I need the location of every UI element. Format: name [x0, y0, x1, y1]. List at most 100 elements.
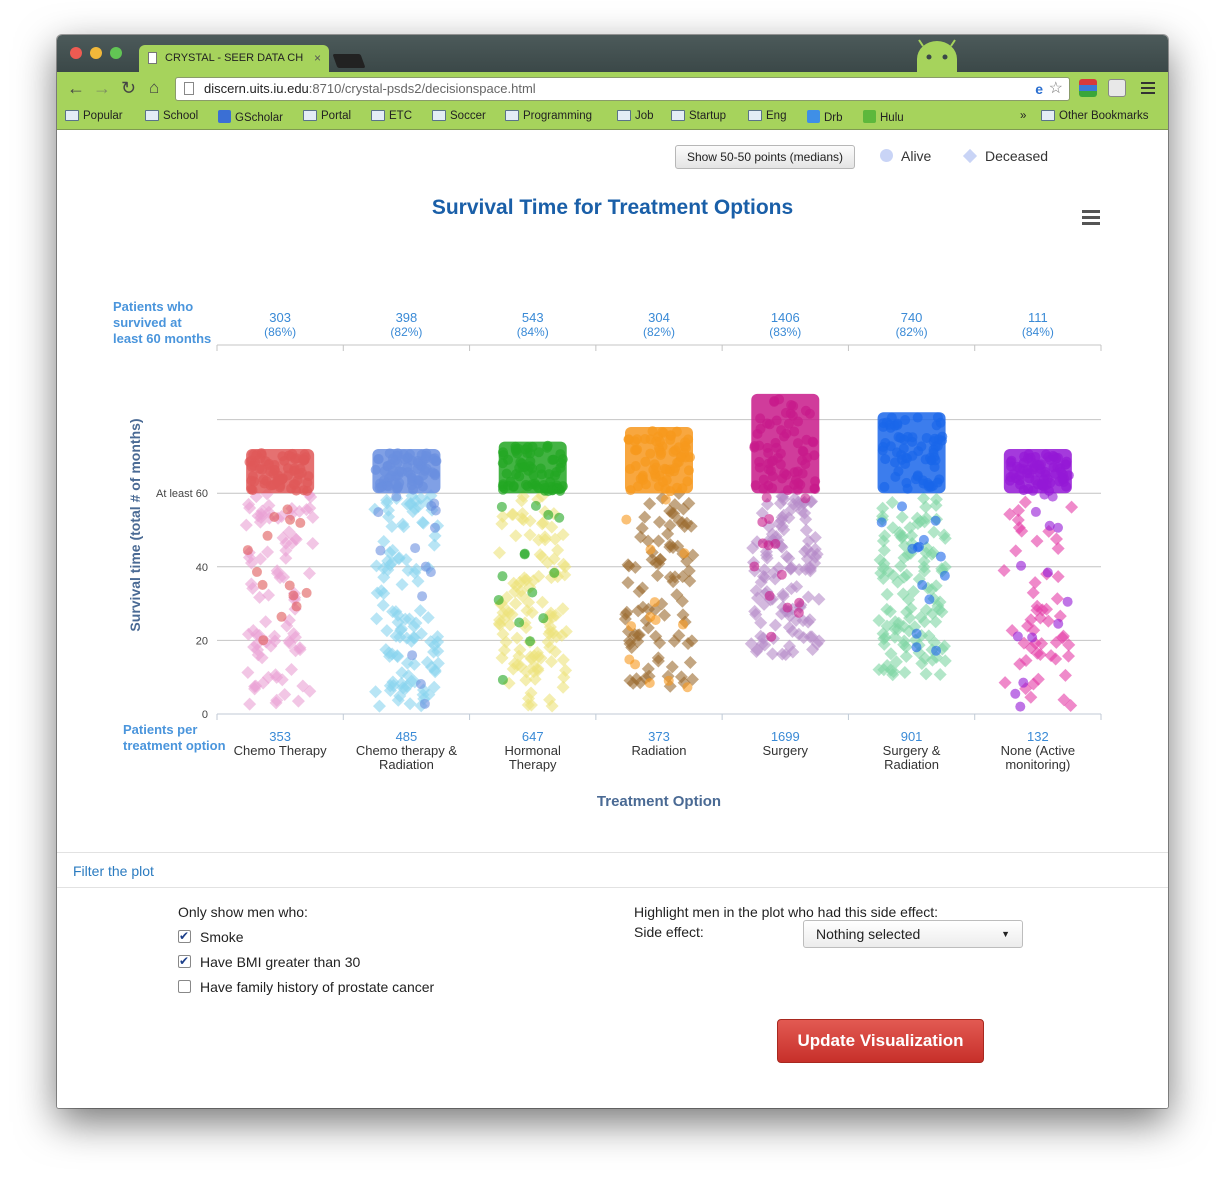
- filter-smoke[interactable]: Smoke: [178, 926, 434, 952]
- deceased-point: [1003, 507, 1017, 521]
- minimize-window-button[interactable]: [90, 47, 102, 59]
- show-medians-button[interactable]: Show 50-50 points (medians): [675, 145, 855, 169]
- browser-tab[interactable]: CRYSTAL - SEER DATA CH ×: [139, 45, 329, 72]
- tab-close-icon[interactable]: ×: [313, 51, 321, 65]
- bookmarks-overflow-icon[interactable]: »: [1020, 110, 1027, 122]
- deceased-point: [544, 606, 558, 620]
- alive-point: [765, 465, 776, 476]
- alive-point: [1061, 456, 1072, 467]
- bookmark-soccer[interactable]: Soccer: [432, 110, 486, 122]
- reload-icon[interactable]: ↻: [121, 78, 137, 98]
- survived-count: 398: [396, 310, 418, 325]
- category-label: Chemo therapy & Radiation: [356, 743, 457, 772]
- deceased-point: [798, 506, 812, 520]
- new-tab-button[interactable]: [332, 54, 366, 68]
- bookmark-portal[interactable]: Portal: [303, 110, 351, 122]
- zoom-window-button[interactable]: [110, 47, 122, 59]
- bookmark-school[interactable]: School: [145, 110, 198, 122]
- home-icon[interactable]: ⌂: [149, 78, 160, 97]
- deceased-point: [891, 575, 905, 589]
- alive-point: [935, 551, 946, 562]
- bookmark-startup[interactable]: Startup: [671, 110, 726, 122]
- filter-family-history[interactable]: Have family history of prostate cancer: [178, 977, 434, 1002]
- alive-point: [912, 471, 923, 482]
- family-history-checkbox[interactable]: [178, 980, 191, 993]
- url-host: discern.uits.iu.edu: [204, 81, 309, 96]
- deceased-point: [801, 590, 815, 604]
- smoke-checkbox[interactable]: [178, 926, 191, 946]
- deceased-point: [1009, 544, 1023, 558]
- deceased-point: [931, 599, 945, 613]
- update-visualization-button[interactable]: Update Visualization: [777, 1019, 984, 1063]
- alive-point: [810, 483, 821, 494]
- deceased-point: [505, 508, 519, 522]
- bookmark-star-icon[interactable]: ☆: [1048, 80, 1063, 97]
- deceased-point: [919, 603, 933, 617]
- deceased-point: [643, 497, 657, 511]
- alive-point: [929, 461, 940, 472]
- deceased-point: [899, 649, 913, 663]
- deceased-point: [897, 551, 911, 565]
- extension-mail-icon[interactable]: [1108, 79, 1126, 97]
- deceased-point: [651, 651, 665, 665]
- deceased-point: [285, 536, 299, 550]
- alive-point: [684, 452, 695, 463]
- url-page-icon: [184, 82, 194, 95]
- deceased-point: [915, 657, 929, 671]
- survived-percent: (82%): [390, 325, 422, 339]
- legend-alive[interactable]: Alive: [880, 148, 931, 164]
- alive-point: [916, 441, 927, 452]
- alive-point: [677, 619, 688, 630]
- alive-point: [788, 401, 799, 412]
- back-arrow-icon[interactable]: ←: [67, 78, 85, 98]
- forward-arrow-icon[interactable]: →: [93, 78, 111, 98]
- alive-point: [793, 607, 804, 618]
- bookmark-eng[interactable]: Eng: [748, 110, 786, 122]
- address-bar[interactable]: discern.uits.iu.edu:8710/crystal-psds2/d…: [175, 77, 1070, 101]
- x-axis-title: Treatment Option: [597, 793, 721, 810]
- deceased-point: [536, 516, 550, 530]
- other-bookmarks[interactable]: Other Bookmarks: [1041, 110, 1148, 122]
- deceased-point: [551, 543, 565, 557]
- deceased-point: [243, 501, 257, 515]
- bookmark-drb[interactable]: Drb: [807, 110, 843, 124]
- patient-count: 353: [269, 729, 291, 744]
- deceased-point: [523, 528, 537, 542]
- folder-icon: [303, 110, 317, 121]
- deceased-point: [509, 529, 523, 543]
- alive-point: [781, 469, 792, 480]
- legend-deceased[interactable]: Deceased: [962, 148, 1048, 164]
- alive-point: [792, 466, 803, 477]
- ie-tab-icon[interactable]: e: [1035, 81, 1043, 97]
- bookmark-hulu[interactable]: Hulu: [863, 110, 904, 124]
- filter-section-header[interactable]: Filter the plot: [57, 852, 1168, 888]
- alive-point: [547, 454, 558, 465]
- deceased-point: [672, 628, 686, 642]
- bookmark-gscholar[interactable]: GScholar: [218, 110, 283, 124]
- close-window-button[interactable]: [70, 47, 82, 59]
- bookmark-programming[interactable]: Programming: [505, 110, 592, 122]
- deceased-point: [546, 626, 560, 640]
- category-label: Surgery & Radiation: [883, 743, 941, 772]
- filter-bmi[interactable]: Have BMI greater than 30: [178, 951, 434, 977]
- alive-point: [794, 597, 805, 608]
- side-effect-select[interactable]: Nothing selected ▼: [803, 920, 1023, 948]
- alive-point: [1015, 701, 1026, 712]
- bmi-checkbox[interactable]: [178, 951, 191, 971]
- deceased-point: [538, 533, 552, 547]
- alive-point: [764, 419, 775, 430]
- deceased-point: [1015, 524, 1029, 538]
- deceased-point: [241, 665, 255, 679]
- deceased-point: [559, 624, 573, 638]
- bookmark-etc[interactable]: ETC: [371, 110, 412, 122]
- menu-icon[interactable]: [1141, 82, 1155, 94]
- deceased-point: [927, 525, 941, 539]
- extension-icon[interactable]: [1079, 79, 1097, 97]
- alive-point: [295, 517, 306, 528]
- bookmark-popular[interactable]: Popular: [65, 110, 123, 122]
- deceased-point: [278, 687, 292, 701]
- bookmark-job[interactable]: Job: [617, 110, 654, 122]
- deceased-point: [782, 620, 796, 634]
- chart-menu-icon[interactable]: [1082, 210, 1100, 228]
- deceased-point: [758, 638, 772, 652]
